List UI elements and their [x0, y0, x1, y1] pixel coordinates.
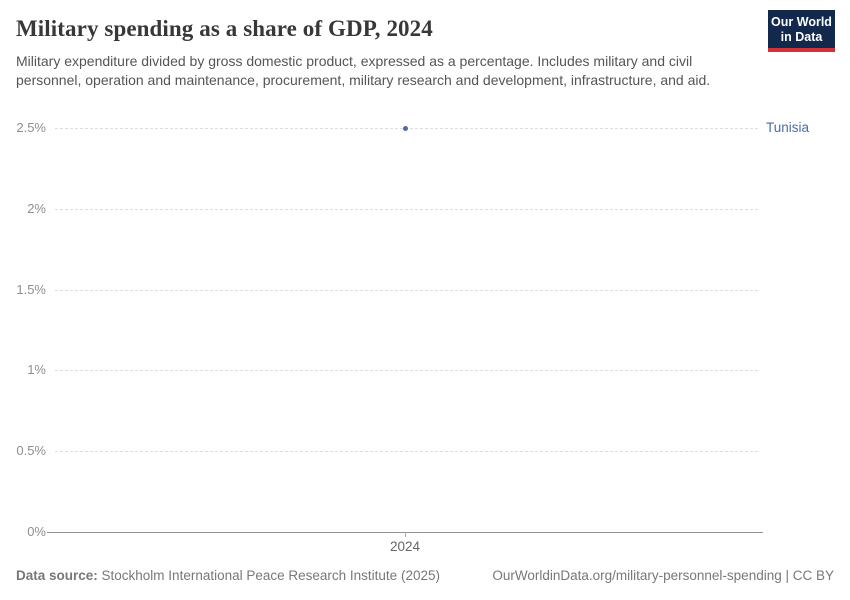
logo-text-line2: in Data — [780, 30, 823, 44]
y-axis-tick-label: 0% — [27, 524, 46, 539]
y-axis-tick-label: 1.5% — [16, 281, 46, 297]
y-axis-tick-label: 0.5% — [16, 443, 46, 459]
page-title: Military spending as a share of GDP, 202… — [16, 16, 433, 41]
data-source-label: Data source: — [16, 568, 98, 583]
owid-logo[interactable]: Our World in Data — [768, 10, 835, 52]
y-axis-tick-label: 2.5% — [16, 120, 46, 135]
chart-subtitle: Military expenditure divided by gross do… — [16, 53, 711, 88]
y-gridline — [55, 451, 758, 453]
chart-footer: Data source: Stockholm International Pea… — [16, 568, 834, 583]
y-axis-tick-label: 1% — [27, 362, 46, 378]
logo-text-line1: Our World — [771, 15, 832, 29]
series-label-tunisia[interactable]: Tunisia — [766, 120, 810, 135]
data-source-value: Stockholm International Peace Research I… — [97, 568, 440, 583]
y-gridline — [55, 208, 758, 210]
footer-link[interactable]: OurWorldinData.org/military-personnel-sp… — [492, 568, 834, 583]
y-gridline — [55, 289, 758, 291]
x-axis-tick — [405, 532, 406, 537]
y-gridline — [55, 370, 758, 372]
x-axis-tick-label: 2024 — [389, 539, 421, 554]
data-point-tunisia[interactable] — [402, 125, 408, 131]
y-axis-tick-label: 2% — [27, 200, 46, 216]
data-source: Data source: Stockholm International Pea… — [16, 568, 440, 583]
